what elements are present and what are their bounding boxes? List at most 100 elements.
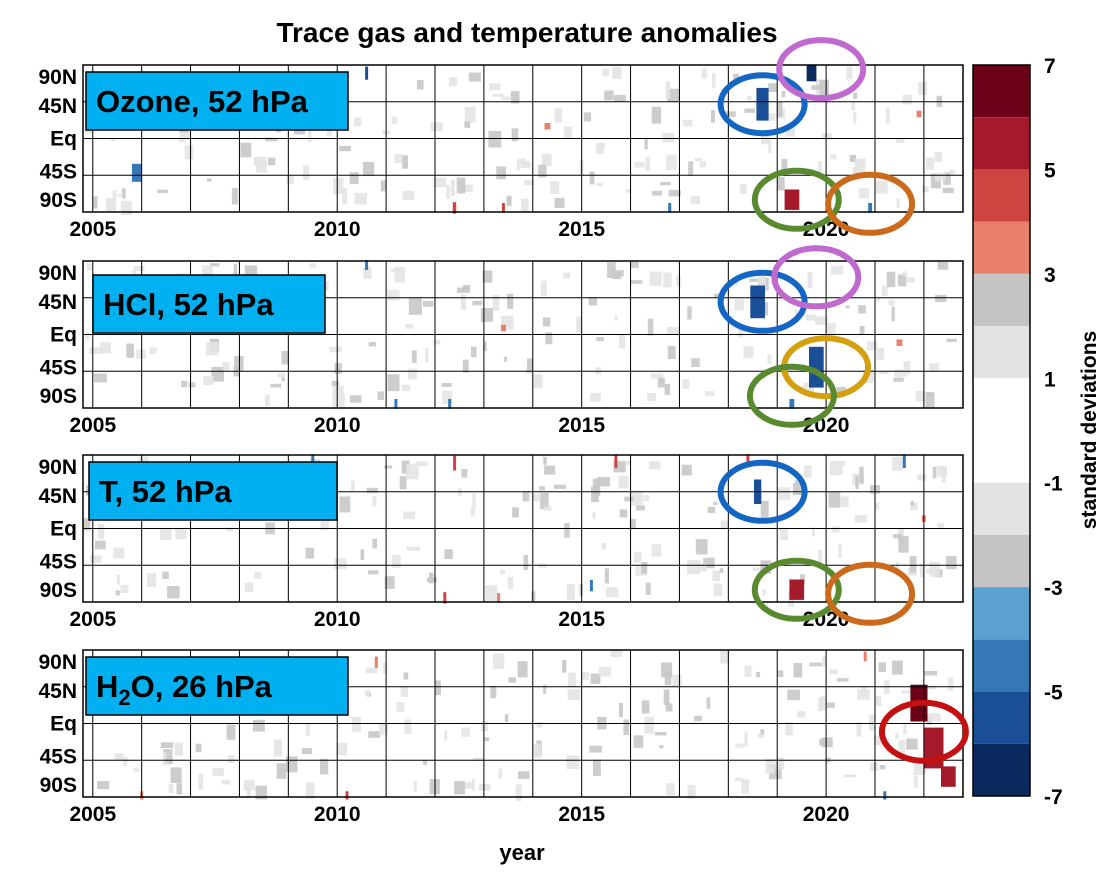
texture-cell xyxy=(819,79,829,96)
y-tick-label: Eq xyxy=(50,324,77,347)
texture-cell xyxy=(496,166,506,180)
texture-cell xyxy=(405,324,414,329)
texture-cell xyxy=(454,781,465,795)
texture-cell xyxy=(612,66,622,79)
colorbar-tick-label: -7 xyxy=(1044,786,1063,809)
colorbar-swatch xyxy=(973,639,1030,692)
texture-cell xyxy=(464,782,473,789)
texture-cell xyxy=(713,502,718,505)
texture-cell xyxy=(379,723,389,736)
texture-cell xyxy=(112,190,117,198)
texture-cell xyxy=(351,716,361,733)
texture-cell xyxy=(94,373,107,383)
texture-cell xyxy=(932,466,937,479)
texture-cell xyxy=(634,161,645,168)
texture-cell xyxy=(625,189,631,193)
texture-cell xyxy=(226,527,233,532)
anomaly-cell xyxy=(345,791,349,800)
texture-cell xyxy=(400,686,408,697)
texture-cell xyxy=(255,785,267,800)
panel-label-box xyxy=(85,656,349,716)
texture-cell xyxy=(858,188,870,199)
texture-cell xyxy=(647,318,654,336)
texture-cell xyxy=(592,512,596,520)
y-tick-label: 90S xyxy=(40,774,77,797)
texture-cell xyxy=(527,358,534,373)
x-axis-label: year xyxy=(499,840,545,865)
texture-cell xyxy=(822,656,827,667)
texture-cell xyxy=(500,569,505,574)
texture-cell xyxy=(797,711,806,718)
texture-cell xyxy=(867,341,878,351)
panel-label-box xyxy=(88,461,338,521)
texture-cell xyxy=(368,731,381,738)
panel-3: 90N 45N Eq 45S 90S 2005 2010 2015 2020 H2O, 26 hP… xyxy=(38,649,969,826)
texture-cell xyxy=(100,342,112,354)
texture-cell xyxy=(542,317,551,327)
texture-cell xyxy=(456,287,470,293)
texture-cell xyxy=(820,696,826,711)
texture-cell xyxy=(690,195,701,205)
texture-cell xyxy=(138,456,149,462)
texture-cell xyxy=(554,484,566,489)
texture-cell xyxy=(422,760,427,765)
texture-cell xyxy=(840,496,849,507)
texture-cell xyxy=(894,369,907,377)
texture-cell xyxy=(618,475,629,489)
texture-cell xyxy=(924,671,938,676)
texture-cell xyxy=(121,188,126,199)
texture-cell xyxy=(339,496,351,513)
texture-cell xyxy=(928,713,941,722)
texture-cell xyxy=(885,108,890,124)
texture-cell xyxy=(779,529,788,540)
annotation-circle xyxy=(776,37,867,102)
texture-cell xyxy=(851,102,855,111)
texture-cell xyxy=(545,332,553,345)
texture-cell xyxy=(623,719,629,735)
texture-cell xyxy=(651,373,664,379)
texture-cell xyxy=(550,181,560,194)
texture-cell xyxy=(793,482,803,496)
texture-cell xyxy=(305,782,315,799)
texture-cell xyxy=(625,460,631,465)
texture-cell xyxy=(97,781,110,790)
texture-cell xyxy=(712,72,716,88)
texture-cell xyxy=(819,738,828,746)
texture-cell xyxy=(234,356,244,372)
anomaly-cell xyxy=(883,791,887,800)
texture-cell xyxy=(920,563,925,577)
texture-cell xyxy=(113,547,125,559)
anomaly-cell xyxy=(374,656,378,668)
texture-cell xyxy=(329,346,342,353)
texture-cell xyxy=(391,116,398,125)
texture-cell xyxy=(634,551,642,563)
texture-cell xyxy=(744,665,752,677)
texture-cell xyxy=(924,685,936,690)
texture-cell xyxy=(406,464,419,480)
texture-cell xyxy=(387,374,400,392)
texture-cell xyxy=(265,137,278,142)
texture-cell xyxy=(704,391,715,396)
texture-cell xyxy=(757,733,765,738)
annotation-circle xyxy=(825,171,916,236)
texture-cell xyxy=(929,363,940,371)
texture-cell xyxy=(203,376,214,385)
texture-cell xyxy=(387,289,400,301)
x-tick-label: 2015 xyxy=(558,608,605,631)
texture-cell xyxy=(645,156,650,171)
texture-cell xyxy=(543,506,552,511)
texture-cell xyxy=(147,573,156,588)
texture-cell xyxy=(734,299,744,311)
texture-cell xyxy=(893,377,904,382)
texture-cell xyxy=(320,519,329,531)
texture-cell xyxy=(645,582,651,595)
texture-cell xyxy=(818,549,823,564)
texture-cell xyxy=(533,744,542,758)
anomaly-cell xyxy=(365,260,369,270)
texture-cell xyxy=(648,461,661,470)
texture-cell xyxy=(830,154,837,160)
annotation-circle xyxy=(717,459,808,524)
texture-cell xyxy=(536,722,543,728)
texture-cell xyxy=(244,582,254,592)
texture-cell xyxy=(516,162,520,171)
